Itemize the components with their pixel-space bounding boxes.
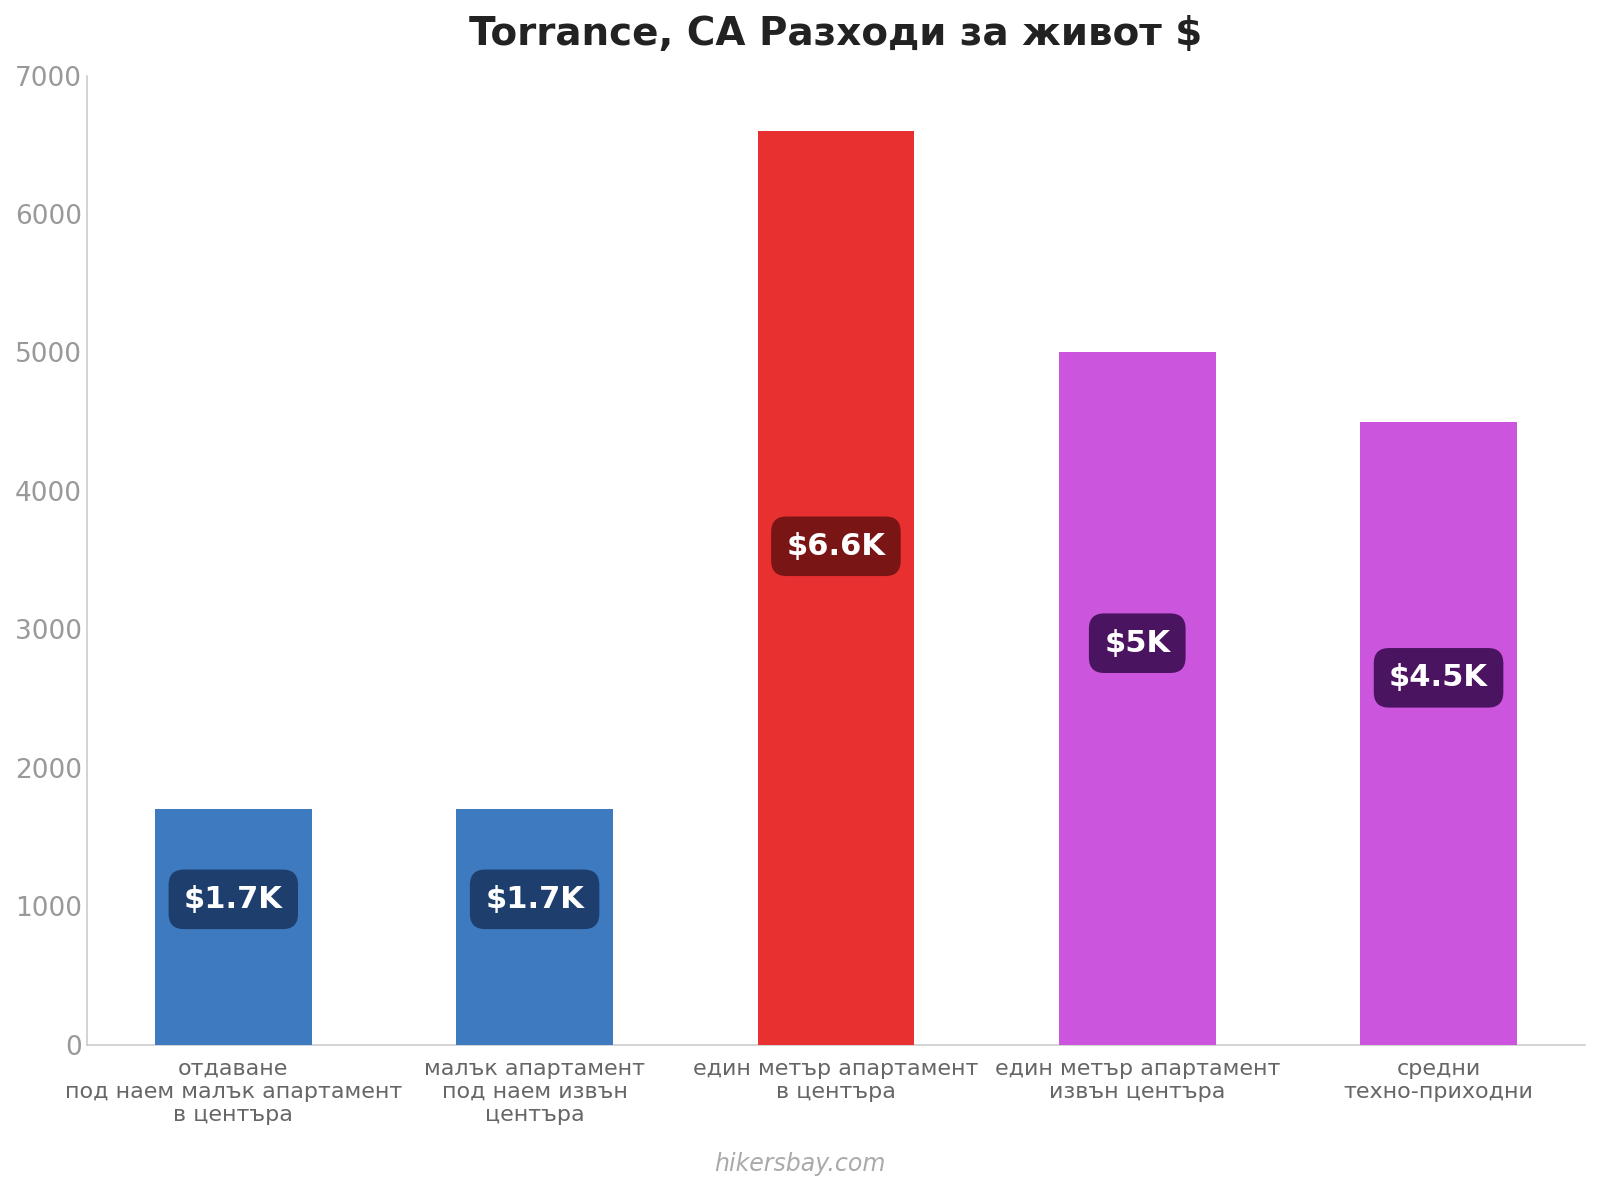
Bar — [1059, 353, 1216, 1045]
Text: $6.6K: $6.6K — [787, 532, 885, 560]
Bar — [155, 809, 312, 1045]
Bar — [456, 809, 613, 1045]
Bar — [1360, 421, 1517, 1045]
Bar — [757, 131, 914, 1045]
Text: $4.5K: $4.5K — [1389, 664, 1488, 692]
Title: Torrance, CA Разходи за живот $: Torrance, CA Разходи за живот $ — [469, 14, 1203, 53]
Text: $1.7K: $1.7K — [184, 884, 283, 914]
Text: $1.7K: $1.7K — [485, 884, 584, 914]
Text: hikersbay.com: hikersbay.com — [714, 1152, 886, 1176]
Text: $5K: $5K — [1104, 629, 1170, 658]
